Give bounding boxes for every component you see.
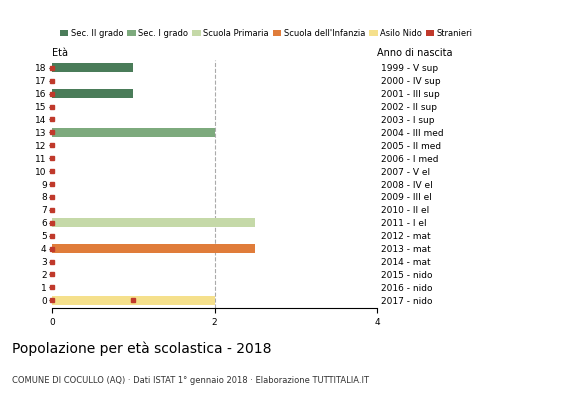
Text: Popolazione per età scolastica - 2018: Popolazione per età scolastica - 2018 xyxy=(12,342,271,356)
Bar xyxy=(52,218,255,227)
Bar xyxy=(52,128,215,137)
Bar xyxy=(52,296,215,305)
Bar xyxy=(52,89,133,98)
Text: Età: Età xyxy=(52,48,68,58)
Text: Anno di nascita: Anno di nascita xyxy=(377,48,452,58)
Bar xyxy=(52,244,255,253)
Text: COMUNE DI COCULLO (AQ) · Dati ISTAT 1° gennaio 2018 · Elaborazione TUTTITALIA.IT: COMUNE DI COCULLO (AQ) · Dati ISTAT 1° g… xyxy=(12,376,369,385)
Bar xyxy=(52,63,133,72)
Legend: Sec. II grado, Sec. I grado, Scuola Primaria, Scuola dell'Infanzia, Asilo Nido, : Sec. II grado, Sec. I grado, Scuola Prim… xyxy=(56,25,476,41)
